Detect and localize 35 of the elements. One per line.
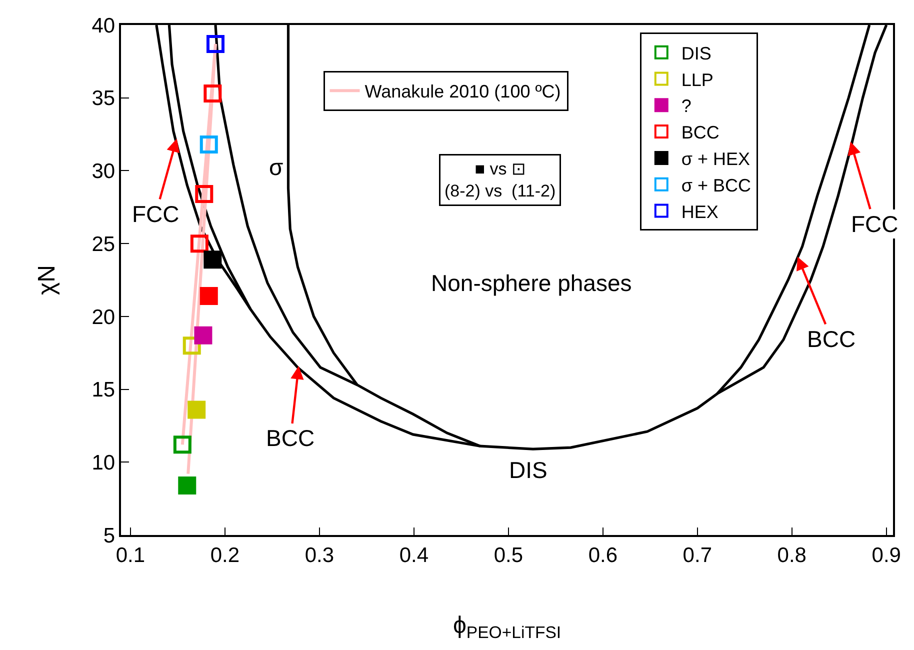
legend-label: HEX xyxy=(681,202,718,222)
x-tick-label: 0.4 xyxy=(399,544,429,567)
legend-label: BCC xyxy=(681,122,720,143)
y-tick-label: 30 xyxy=(92,160,116,184)
annotation: FCC xyxy=(851,211,898,237)
annotation: BCC xyxy=(807,326,856,352)
x-tick-label: 0.2 xyxy=(210,544,240,567)
x-tick-label: 0.8 xyxy=(777,544,806,567)
x-tick-label: 0.7 xyxy=(682,544,712,567)
y-tick-label: 40 xyxy=(92,14,116,38)
annotation: DIS xyxy=(509,457,548,483)
legend-label: Wanakule 2010 (100 ºC) xyxy=(364,82,561,102)
y-tick-label: 15 xyxy=(92,378,116,402)
x-tick-label: 0.1 xyxy=(116,544,146,567)
annotation: σ xyxy=(269,154,284,180)
y-tick-label: 20 xyxy=(92,306,116,329)
y-tick-label: 10 xyxy=(92,451,116,474)
x-axis-title: ϕ$_{PEO+LiTFSI}$ xyxy=(452,612,562,642)
y-tick-label: 35 xyxy=(92,87,116,110)
x-tick-label: 0.3 xyxy=(304,544,334,567)
annotation: Non-sphere phases xyxy=(431,270,632,296)
y-tick-label: 25 xyxy=(92,232,116,256)
legend-label: ? xyxy=(681,96,692,116)
y-axis-title: χN xyxy=(33,265,60,295)
annotation: FCC xyxy=(132,201,180,227)
x-tick-label: 0.9 xyxy=(872,544,901,567)
y-tick-label: 5 xyxy=(103,524,116,548)
x-tick-label: 0.5 xyxy=(494,544,524,567)
legend-label: LLP xyxy=(681,70,714,90)
legend-label: σ + HEX xyxy=(681,148,750,169)
legend-label: DIS xyxy=(681,43,712,64)
legend-label: σ + BCC xyxy=(681,175,752,196)
annotation: BCC xyxy=(266,425,315,451)
x-tick-label: 0.6 xyxy=(588,544,618,567)
annotation: ■ vs ⊡ (8-2) vs (11-2) xyxy=(444,160,556,201)
